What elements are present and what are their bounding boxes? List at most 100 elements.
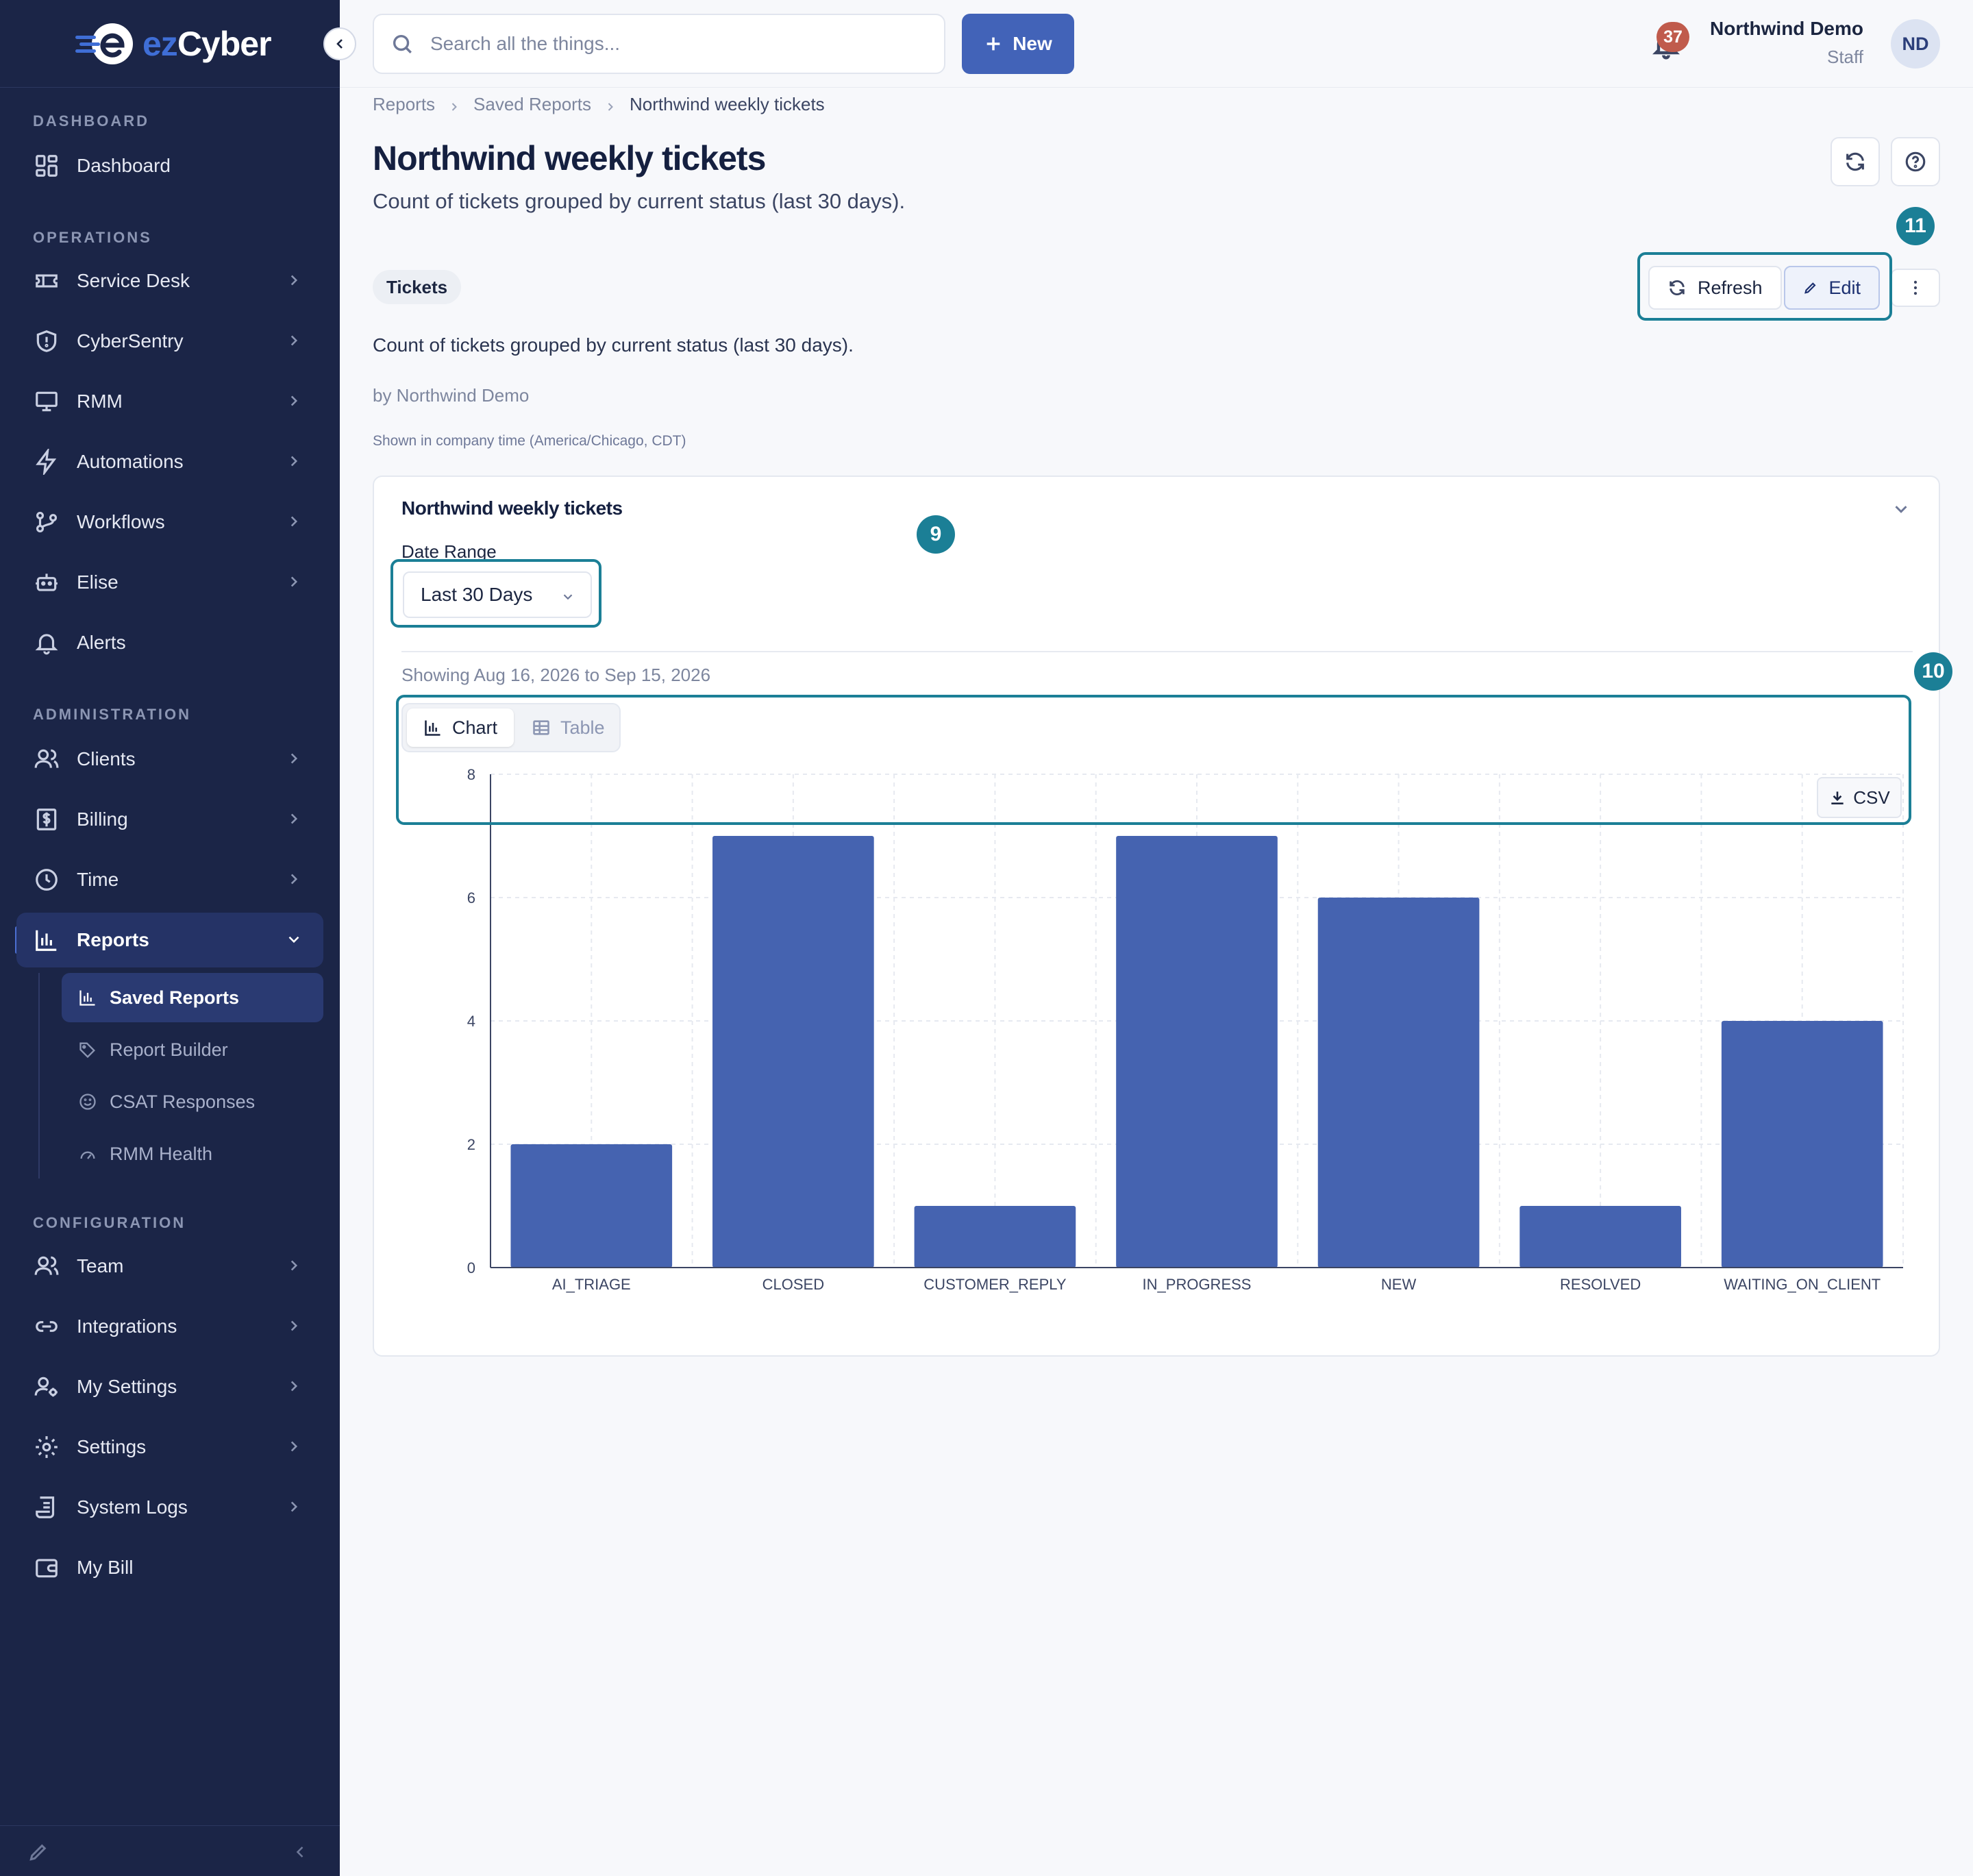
sidebar-item-dashboard[interactable]: Dashboard: [16, 138, 323, 193]
bar-chart-icon: [78, 988, 97, 1007]
sidebar-item-workflows[interactable]: Workflows: [16, 495, 323, 550]
logo-text: ezCyber: [142, 24, 272, 63]
sidebar-collapse-button[interactable]: [323, 27, 356, 60]
tag-pill-tickets: Tickets: [373, 270, 462, 304]
chevron-right-icon: [285, 870, 303, 888]
collapse-chevron-icon[interactable]: [290, 1842, 310, 1862]
user-name[interactable]: Northwind Demo: [1710, 18, 1863, 39]
sidebar-item-label: Automations: [77, 451, 184, 472]
sidebar-subitem-label: RMM Health: [110, 1143, 213, 1164]
annotation-badge-11: 11: [1896, 207, 1935, 245]
y-tick-label: 6: [467, 889, 475, 906]
sidebar-item-team[interactable]: Team: [16, 1239, 323, 1294]
search-placeholder: Search all the things...: [430, 33, 621, 54]
sidebar-item-service-desk[interactable]: Service Desk: [16, 254, 323, 308]
pencil-icon[interactable]: [27, 1841, 49, 1863]
annotation-badge-9: 9: [917, 515, 955, 554]
sidebar-item-label: Elise: [77, 571, 119, 593]
sidebar-item-cybersentry[interactable]: CyberSentry: [16, 314, 323, 369]
sidebar-subitem-csat-responses[interactable]: CSAT Responses: [62, 1077, 323, 1126]
sidebar-item-system-logs[interactable]: System Logs: [16, 1480, 323, 1535]
receipt-dollar-icon: [33, 806, 60, 833]
x-tick-label: RESOLVED: [1560, 1276, 1641, 1293]
sidebar-item-label: My Bill: [77, 1557, 134, 1578]
sidebar-subitem-rmm-health[interactable]: RMM Health: [62, 1129, 323, 1178]
page-subtitle: Count of tickets grouped by current stat…: [373, 189, 906, 213]
chevron-right-icon: [285, 1317, 303, 1335]
breadcrumb: Reports Saved Reports Northwind weekly t…: [373, 90, 825, 118]
x-tick-label: NEW: [1381, 1276, 1417, 1293]
date-range-label: Date Range: [401, 541, 497, 562]
chevron-right-icon: [285, 452, 303, 470]
table-icon: [533, 720, 549, 735]
chevron-right-icon: [604, 97, 617, 111]
sidebar-item-rmm[interactable]: RMM: [16, 374, 323, 429]
bot-icon: [33, 569, 60, 596]
csv-download-button[interactable]: CSV: [1817, 777, 1902, 818]
new-button-label: New: [1013, 33, 1052, 54]
gear-icon: [33, 1433, 60, 1461]
search-input[interactable]: Search all the things...: [373, 14, 945, 74]
edit-button[interactable]: Edit: [1784, 266, 1880, 310]
tab-table[interactable]: Table: [515, 708, 621, 747]
bar-ai_triage: [510, 1144, 673, 1268]
bar-resolved: [1519, 1206, 1681, 1268]
chevron-right-icon: [285, 1377, 303, 1395]
sidebar-item-reports[interactable]: Reports: [16, 913, 323, 967]
sidebar-item-elise[interactable]: Elise: [16, 555, 323, 610]
bar-closed: [712, 836, 874, 1268]
x-tick-label: IN_PROGRESS: [1143, 1276, 1252, 1293]
sidebar-item-time[interactable]: Time: [16, 852, 323, 907]
sidebar-subitem-label: Saved Reports: [110, 987, 240, 1008]
more-options-button[interactable]: [1891, 269, 1940, 307]
smile-icon: [78, 1092, 97, 1111]
chevron-down-icon[interactable]: [1891, 499, 1911, 519]
refresh-button-label: Refresh: [1698, 277, 1763, 298]
csv-button-label: CSV: [1853, 787, 1890, 808]
sidebar-item-label: Service Desk: [77, 270, 190, 291]
sidebar-item-label: Clients: [77, 748, 136, 769]
card-title: Northwind weekly tickets: [401, 497, 623, 519]
chevron-right-icon: [285, 573, 303, 591]
avatar[interactable]: ND: [1891, 19, 1940, 69]
sidebar-item-alerts[interactable]: Alerts: [16, 615, 323, 670]
y-tick-label: 2: [467, 1136, 475, 1153]
help-button[interactable]: [1891, 137, 1940, 186]
sidebar-item-clients[interactable]: Clients: [16, 732, 323, 787]
reload-button[interactable]: [1831, 137, 1880, 186]
date-range-select[interactable]: Last 30 Days: [403, 571, 592, 618]
x-tick-label: CUSTOMER_REPLY: [923, 1276, 1067, 1293]
wallet-icon: [33, 1554, 60, 1581]
sidebar-item-my-settings[interactable]: My Settings: [16, 1359, 323, 1414]
sidebar-subitem-saved-reports[interactable]: Saved Reports: [62, 973, 323, 1022]
sidebar-item-label: Team: [77, 1255, 124, 1276]
refresh-button[interactable]: Refresh: [1648, 266, 1782, 310]
x-tick-label: WAITING_ON_CLIENT: [1724, 1276, 1881, 1293]
sidebar-item-integrations[interactable]: Integrations: [16, 1299, 323, 1354]
sidebar-subitem-report-builder[interactable]: Report Builder: [62, 1025, 323, 1074]
sidebar-item-automations[interactable]: Automations: [16, 434, 323, 489]
breadcrumb-saved-reports[interactable]: Saved Reports: [473, 93, 592, 114]
sidebar-item-label: Workflows: [77, 511, 165, 532]
sidebar-item-label: Reports: [77, 929, 149, 950]
git-branch-icon: [33, 508, 60, 536]
timezone-note: Shown in company time (America/Chicago, …: [373, 433, 686, 449]
topbar: Search all the things... New 37 Northwin…: [340, 0, 1973, 88]
chevron-right-icon: [285, 392, 303, 410]
sidebar-item-billing[interactable]: Billing: [16, 792, 323, 847]
bar-new: [1317, 898, 1480, 1268]
chevron-right-icon: [285, 513, 303, 530]
tag-icon: [78, 1040, 97, 1059]
sidebar-item-settings[interactable]: Settings: [16, 1420, 323, 1474]
breadcrumb-reports[interactable]: Reports: [373, 93, 436, 114]
y-tick-label: 0: [467, 1259, 475, 1276]
notifications-button[interactable]: 37: [1651, 22, 1689, 63]
sidebar-item-my-bill[interactable]: My Bill: [16, 1540, 323, 1595]
tab-chart[interactable]: Chart: [407, 708, 514, 747]
new-button[interactable]: New: [962, 14, 1074, 74]
report-card: Northwind weekly tickets Date Range Last…: [373, 476, 1940, 1357]
ezcyber-logo-icon: [75, 23, 133, 64]
logo[interactable]: ezCyber: [0, 0, 340, 88]
chevron-right-icon: [285, 332, 303, 349]
chevron-right-icon: [285, 271, 303, 289]
